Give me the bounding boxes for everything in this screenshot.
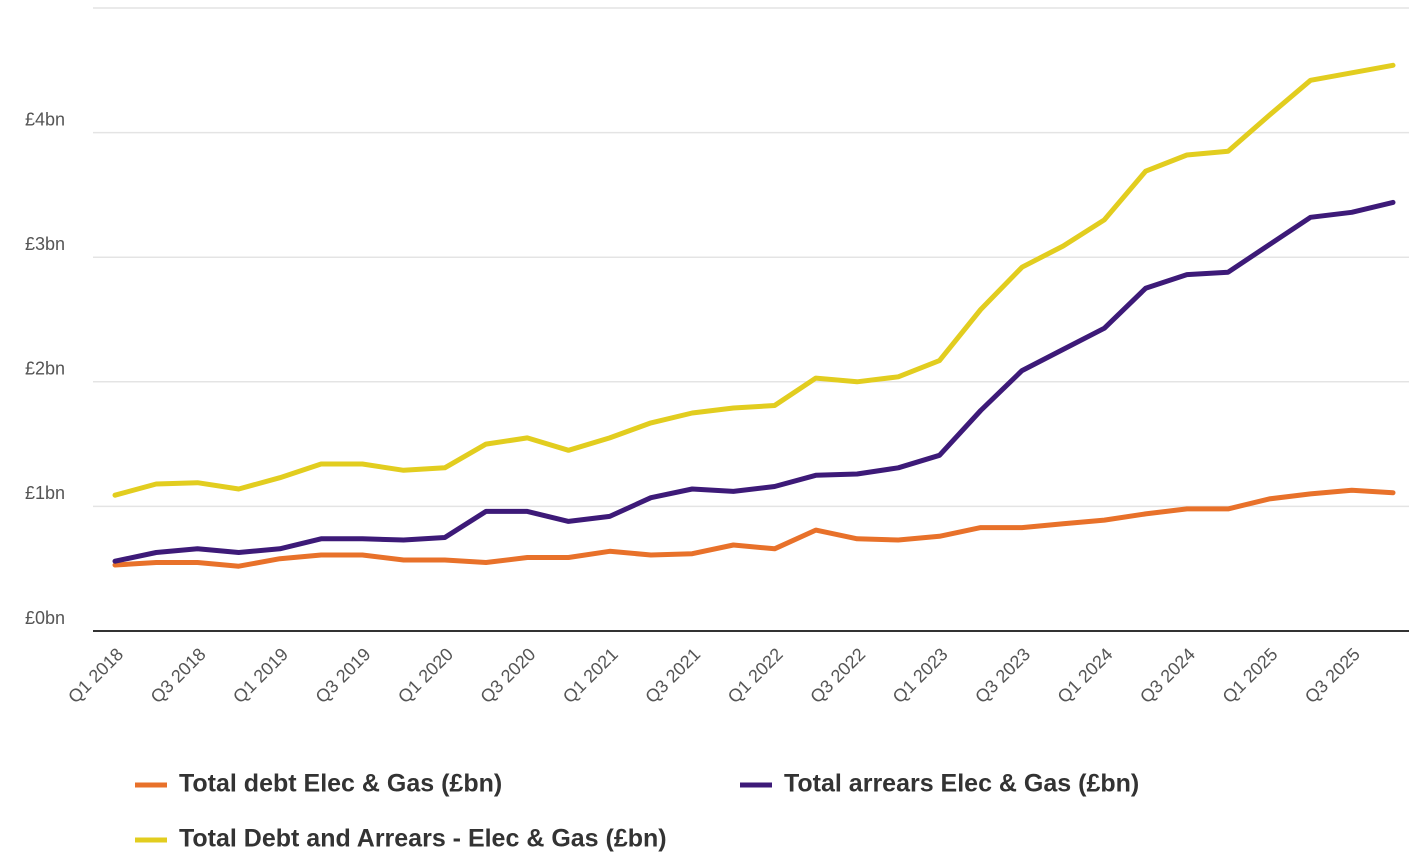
y-tick-label: £0bn (25, 608, 65, 628)
series-line (112, 62, 1396, 498)
x-tick-label: Q3 2021 (641, 644, 704, 707)
y-tick-label: £4bn (25, 109, 65, 129)
x-tick-label: Q3 2019 (312, 644, 375, 707)
x-tick-label: Q1 2018 (64, 644, 127, 707)
legend-label: Total arrears Elec & Gas (£bn) (784, 770, 1139, 798)
x-tick-label: Q1 2022 (724, 644, 787, 707)
y-tick-label: £3bn (25, 234, 65, 254)
x-tick-label: Q1 2021 (559, 644, 622, 707)
series-line (112, 199, 1396, 564)
x-tick-label: Q3 2025 (1301, 644, 1364, 707)
x-tick-label: Q3 2022 (806, 644, 869, 707)
x-tick-label: Q1 2019 (229, 644, 292, 707)
x-tick-label: Q3 2020 (476, 644, 539, 707)
x-tick-label: Q1 2023 (889, 644, 952, 707)
x-tick-label: Q3 2018 (147, 644, 210, 707)
legend-label: Total Debt and Arrears - Elec & Gas (£bn… (179, 825, 667, 853)
y-tick-label: £1bn (25, 483, 65, 503)
x-tick-label: Q3 2024 (1136, 644, 1199, 707)
series-line (112, 487, 1396, 569)
x-tick-label: Q3 2023 (971, 644, 1034, 707)
x-tick-label: Q1 2025 (1219, 644, 1282, 707)
x-tick-label: Q1 2020 (394, 644, 457, 707)
y-tick-label: £2bn (25, 359, 65, 379)
x-tick-label: Q1 2024 (1054, 644, 1117, 707)
legend-label: Total debt Elec & Gas (£bn) (179, 770, 502, 798)
